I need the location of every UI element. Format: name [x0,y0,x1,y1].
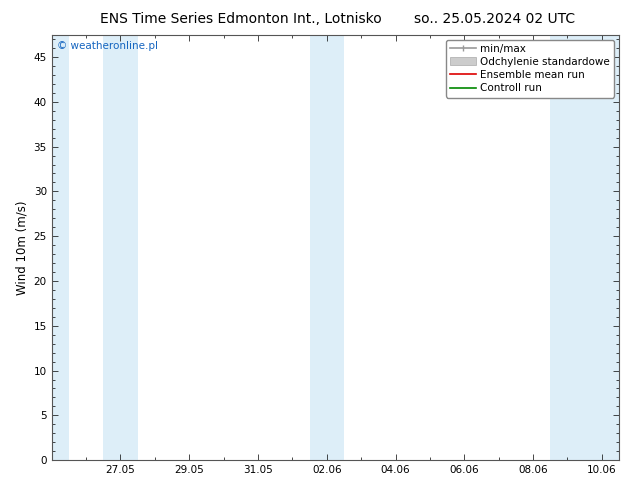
Bar [309,35,344,460]
Text: © weatheronline.pl: © weatheronline.pl [57,41,158,51]
Bar [103,35,138,460]
Text: so.. 25.05.2024 02 UTC: so.. 25.05.2024 02 UTC [414,12,575,26]
Bar [51,35,69,460]
Bar [550,35,619,460]
Y-axis label: Wind 10m (m/s): Wind 10m (m/s) [15,200,28,294]
Legend: min/max, Odchylenie standardowe, Ensemble mean run, Controll run: min/max, Odchylenie standardowe, Ensembl… [446,40,614,98]
Text: ENS Time Series Edmonton Int., Lotnisko: ENS Time Series Edmonton Int., Lotnisko [100,12,382,26]
